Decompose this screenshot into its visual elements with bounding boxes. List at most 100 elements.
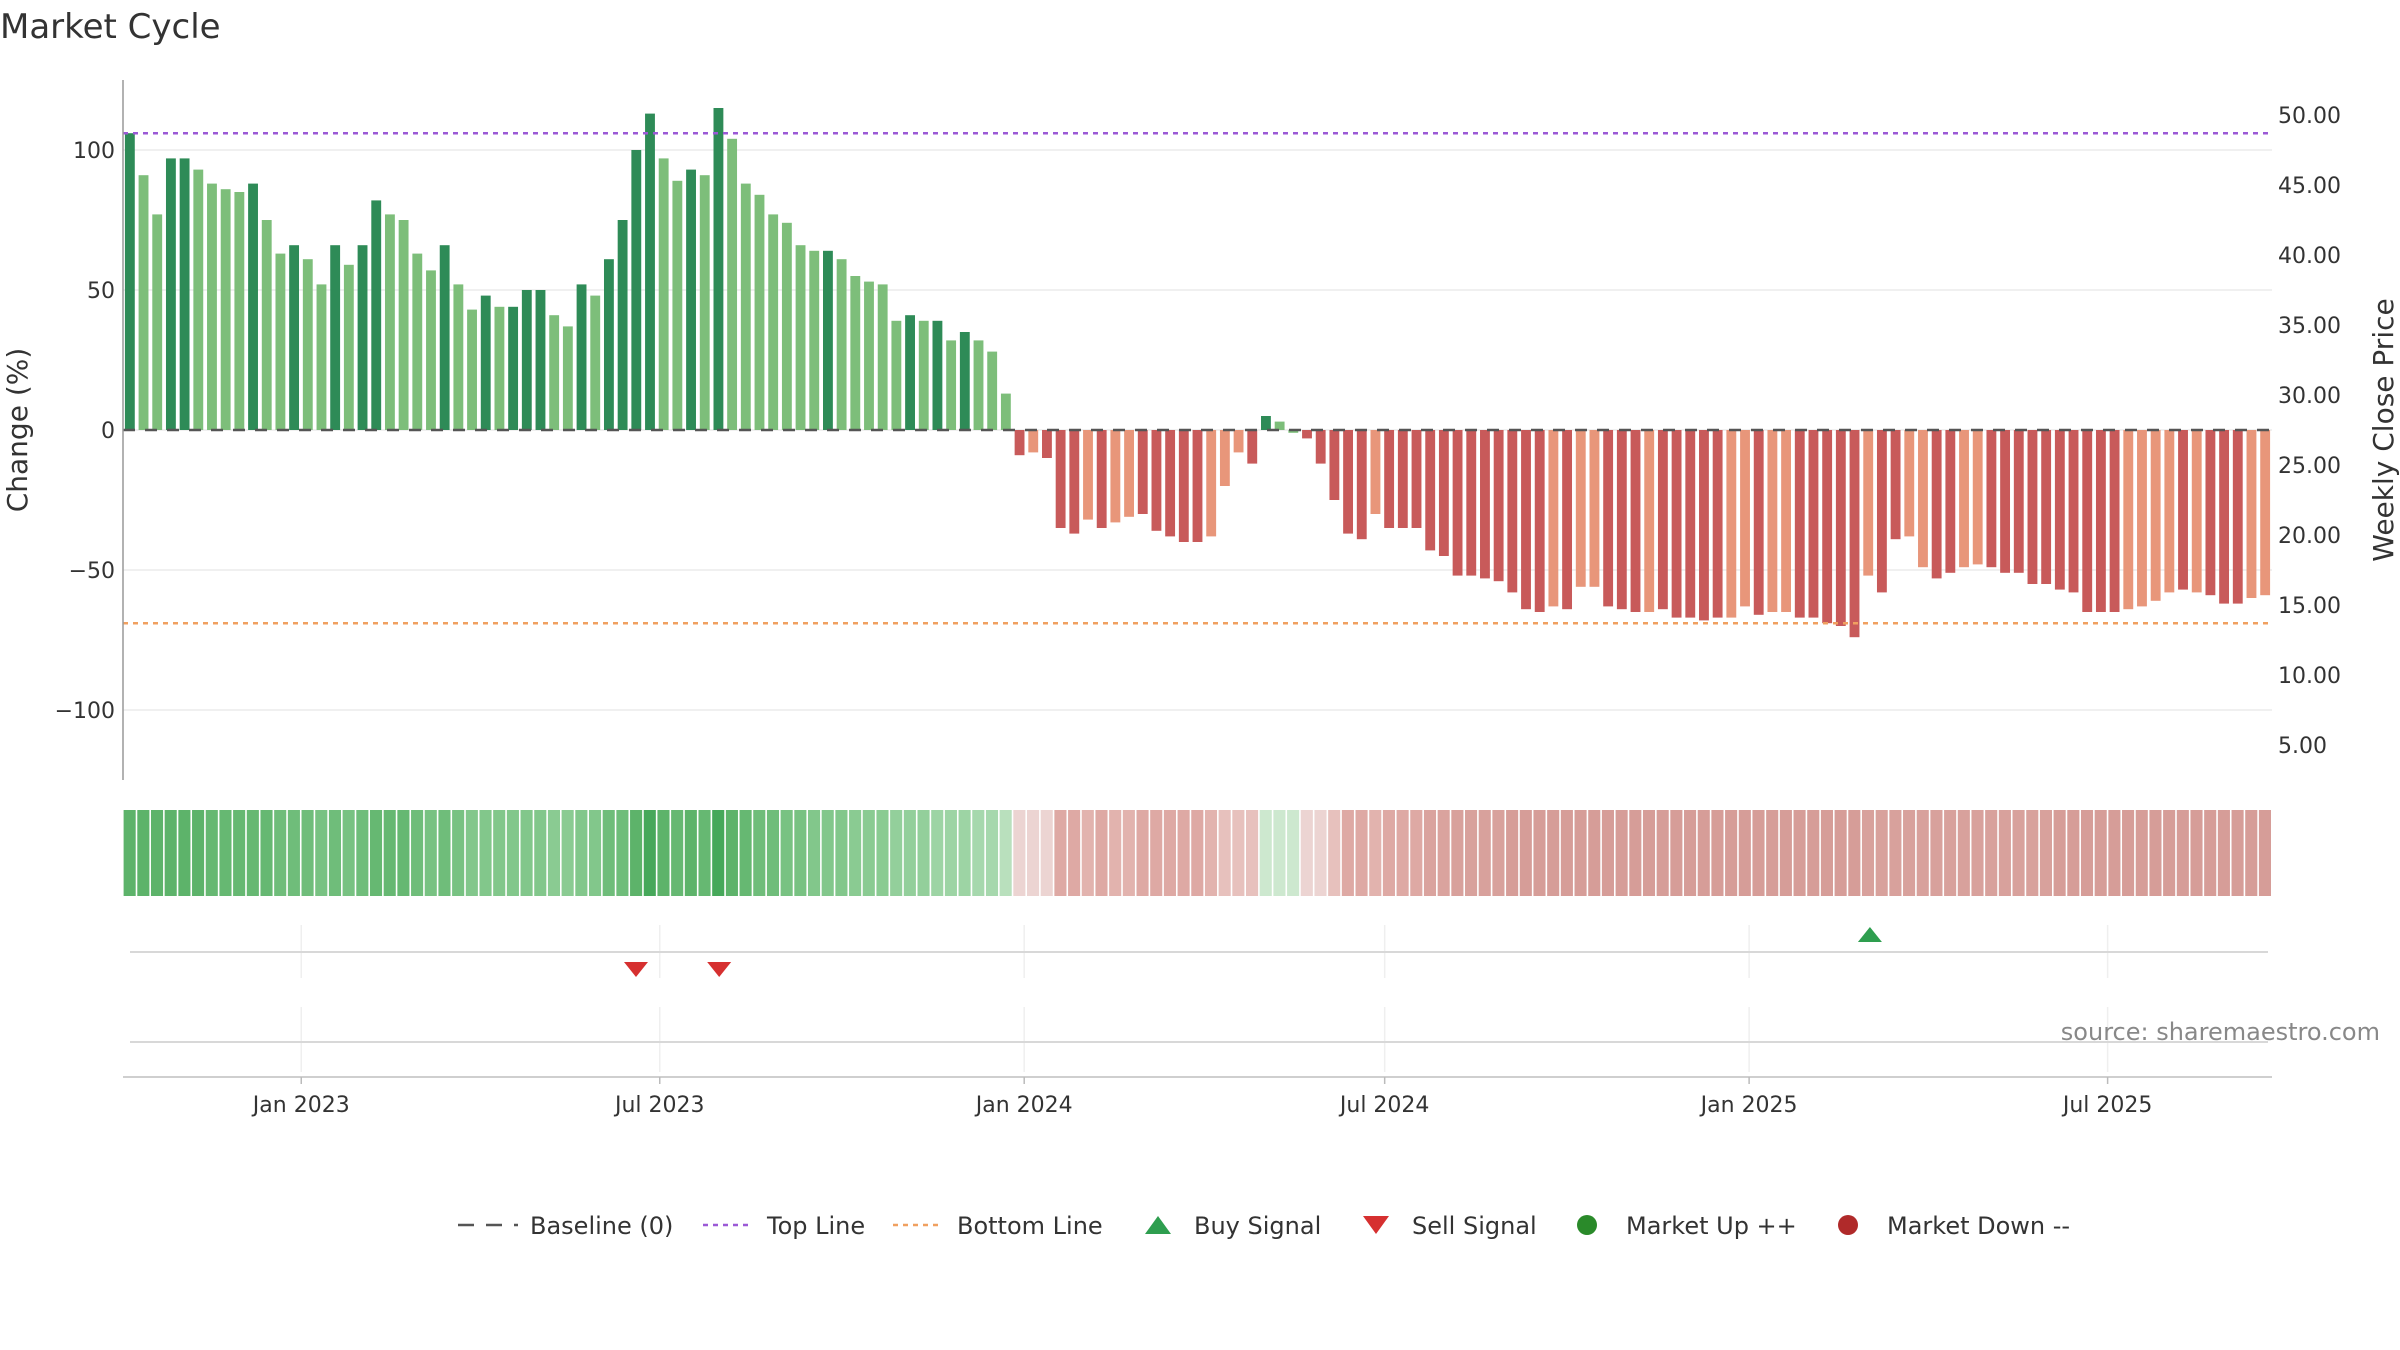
bar xyxy=(1110,430,1121,523)
bar xyxy=(453,284,464,430)
bar xyxy=(1562,430,1573,610)
bar xyxy=(918,320,929,430)
cycle-strip-cell xyxy=(876,810,889,896)
cycle-strip-cell xyxy=(1889,810,1902,896)
cycle-strip-cell xyxy=(1588,810,1601,896)
cycle-strip-cell xyxy=(1013,810,1026,896)
cycle-strip-cell xyxy=(547,810,561,896)
cycle-strip-cell xyxy=(205,810,218,896)
cycle-strip-cell xyxy=(1246,810,1259,896)
cycle-strip-cell xyxy=(150,810,164,896)
bar xyxy=(2095,430,2106,612)
cycle-strip-cell xyxy=(588,810,602,896)
bar xyxy=(2027,430,2038,584)
signal-panel xyxy=(130,925,2268,1072)
cycle-strip-cell xyxy=(958,810,971,896)
cycle-strip-cell xyxy=(1355,810,1368,896)
y-tick-label-right: 15.00 xyxy=(2278,594,2341,619)
cycle-strip-cell xyxy=(1711,810,1724,896)
bar xyxy=(1712,430,1723,618)
bar xyxy=(1274,421,1285,430)
bar xyxy=(1055,430,1066,528)
bar xyxy=(398,220,409,430)
cycle-strip-cell xyxy=(657,810,670,896)
bar xyxy=(1808,430,1819,618)
bar xyxy=(1630,430,1641,612)
bar xyxy=(1986,430,1997,568)
legend-swatch-circle xyxy=(1577,1215,1597,1235)
cycle-strip-cell xyxy=(369,810,383,896)
cycle-strip-cell xyxy=(1875,810,1888,896)
bar xyxy=(261,220,272,430)
bar xyxy=(1657,430,1668,610)
cycle-strip-cell xyxy=(999,810,1012,896)
cycle-strip-cell xyxy=(1177,810,1190,896)
legend-item: Buy Signal xyxy=(1145,1212,1321,1240)
bar xyxy=(1548,430,1559,607)
x-tick-label: Jan 2025 xyxy=(1699,1093,1798,1118)
bar xyxy=(2191,430,2202,593)
cycle-strip-cell xyxy=(1163,810,1176,896)
cycle-strip-cell xyxy=(602,810,615,896)
bar xyxy=(275,253,286,430)
bar xyxy=(1644,430,1655,612)
cycle-strip-cell xyxy=(1068,810,1081,896)
bars-layer xyxy=(124,108,2271,638)
cycle-strip-cell xyxy=(1287,810,1300,896)
cycle-strip-cell xyxy=(671,810,684,896)
legend-swatch-circle xyxy=(1838,1215,1858,1235)
cycle-strip-cell xyxy=(178,810,191,896)
bar xyxy=(207,183,217,430)
bar xyxy=(1219,430,1230,486)
cycle-strip-cell xyxy=(1232,810,1245,896)
bar xyxy=(1603,430,1614,607)
bar xyxy=(289,245,300,430)
cycle-strip-cell xyxy=(1766,810,1779,896)
bar xyxy=(535,290,546,430)
cycle-strip-cell xyxy=(1191,810,1204,896)
cycle-strip-cell xyxy=(1465,810,1478,896)
bar xyxy=(1822,430,1833,624)
axes-layer: 100 50 0 −50 −100 50.00 45.00 40.00 35.00 30.00 25… xyxy=(55,80,2341,780)
bar xyxy=(371,200,382,430)
cycle-strip-cell xyxy=(985,810,999,896)
bar xyxy=(973,340,984,430)
bar xyxy=(1835,430,1846,626)
bar xyxy=(603,259,614,430)
cycle-strip-cell xyxy=(2245,810,2258,896)
cycle-strip-cell xyxy=(1615,810,1628,896)
cycle-strip-cell xyxy=(944,810,957,896)
cycle-strip-cell xyxy=(2204,810,2217,896)
bar xyxy=(330,245,341,430)
legend-label: Buy Signal xyxy=(1194,1212,1321,1240)
bar xyxy=(248,183,258,430)
bar xyxy=(2260,430,2271,596)
bar xyxy=(1315,430,1326,464)
buy-signal-marker xyxy=(1857,927,1882,942)
cycle-strip-cell xyxy=(1670,810,1683,896)
cycle-strip-cell xyxy=(2053,810,2066,896)
y-tick-label-left: −50 xyxy=(69,559,115,584)
cycle-strip-cell xyxy=(616,810,629,896)
bar xyxy=(1137,430,1148,514)
bar xyxy=(713,108,724,430)
bar xyxy=(2068,430,2079,593)
cycle-strip-cell xyxy=(2026,810,2039,896)
bar xyxy=(645,113,655,430)
bar xyxy=(1452,430,1463,576)
bar xyxy=(152,214,163,430)
x-tick-label: Jul 2024 xyxy=(1338,1093,1430,1118)
cycle-strip-cell xyxy=(1971,810,1984,896)
bar xyxy=(2205,430,2216,596)
bar xyxy=(220,189,231,430)
cycle-strip-cell xyxy=(2094,810,2107,896)
cycle-strip-cell xyxy=(561,810,574,896)
cycle-strip-cell xyxy=(2163,810,2176,896)
cycle-strip-cell xyxy=(424,810,437,896)
bar xyxy=(1014,430,1025,456)
cycle-strip-cell xyxy=(698,810,711,896)
cycle-strip-cell xyxy=(465,810,478,896)
cycle-strip-cell xyxy=(274,810,287,896)
reference-lines xyxy=(123,131,2272,625)
cycle-strip-cell xyxy=(137,810,150,896)
